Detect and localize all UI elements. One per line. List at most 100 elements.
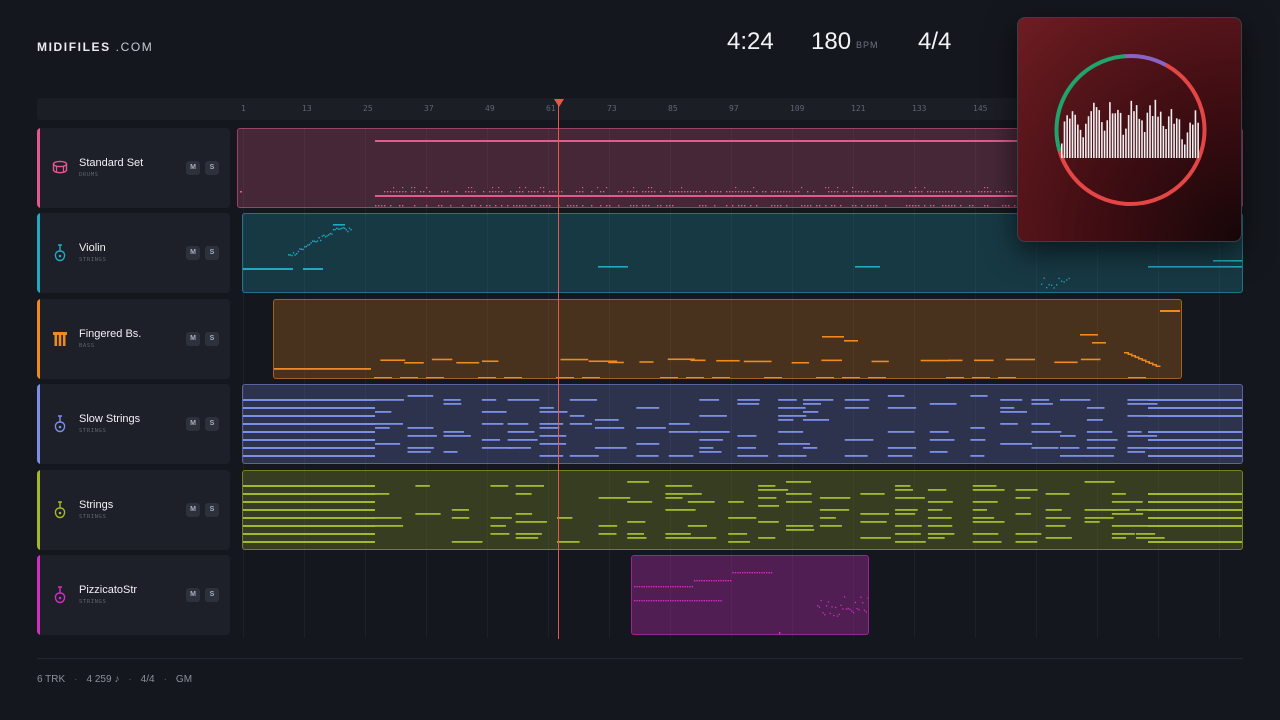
bar-gridline: [731, 128, 732, 638]
brand-logo: MIDIFILES .COM: [37, 40, 153, 54]
track-name: Violin: [79, 242, 106, 255]
bar-gridline: [243, 128, 244, 638]
duration-display: 4:24: [727, 28, 774, 55]
track-name: Slow Strings: [79, 413, 141, 426]
solo-button[interactable]: S: [205, 502, 219, 517]
ruler-tick: 1: [241, 104, 246, 113]
bar-ruler[interactable]: 1132537496173859710912113314515716918119…: [37, 98, 1243, 120]
bar-gridline: [670, 128, 671, 638]
bar-gridline: [609, 128, 610, 638]
bar-gridline: [365, 128, 366, 638]
audio-spectrum-ring: [1054, 54, 1207, 206]
track-category: BASS: [79, 342, 95, 349]
midi-clip[interactable]: [242, 384, 1243, 465]
violin-icon: [52, 244, 68, 262]
track-color-stripe: [37, 384, 40, 465]
playhead-handle[interactable]: [554, 99, 564, 107]
bar-gridline: [1036, 128, 1037, 638]
violin-icon: [52, 415, 68, 433]
bar-gridline: [304, 128, 305, 638]
footer-summary: 6 TRK · 4 259 ♪ · 4/4 · GM: [37, 674, 193, 685]
tempo-unit: BPM: [856, 40, 879, 50]
track-header[interactable]: Strings STRINGS M S: [37, 469, 230, 550]
bar-gridline: [853, 128, 854, 638]
midi-clip[interactable]: [273, 298, 1182, 379]
footer-note-count: 4 259 ♪: [86, 674, 120, 685]
ruler-tick: 109: [790, 104, 805, 113]
solo-button[interactable]: S: [205, 161, 219, 175]
tempo-display: 180 BPM: [811, 28, 879, 56]
time-signature-display: 4/4: [918, 28, 952, 55]
song-stats: 4:24 180 BPM 4/4: [0, 28, 1280, 62]
track-header[interactable]: Violin STRINGS M S: [37, 213, 230, 294]
drum-icon: [52, 159, 68, 177]
midi-clip[interactable]: [242, 469, 1243, 550]
track-header[interactable]: Fingered Bs. BASS M S: [37, 298, 230, 379]
ruler-tick: 25: [363, 104, 373, 113]
track-color-stripe: [37, 555, 40, 635]
bar-gridline: [975, 128, 976, 638]
track-color-stripe: [37, 213, 40, 294]
ruler-tick: 97: [729, 104, 739, 113]
brand-name: MIDIFILES: [37, 40, 111, 54]
clip-notes: [243, 224, 1242, 289]
track-category: STRINGS: [79, 513, 107, 520]
track-color-stripe: [37, 469, 40, 550]
ruler-tick: 121: [851, 104, 866, 113]
clip-notes: [634, 572, 868, 634]
tempo-value: 180: [811, 28, 852, 55]
album-art-visualizer: [1017, 17, 1242, 242]
bar-gridline: [548, 128, 549, 638]
bar-gridline: [914, 128, 915, 638]
track-header[interactable]: Standard Set DRUMS M S: [37, 128, 230, 208]
track-color-stripe: [37, 298, 40, 379]
footer-divider: [37, 658, 1243, 659]
mute-button[interactable]: M: [186, 161, 200, 175]
track-color-stripe: [37, 128, 40, 208]
ruler-tick: 61: [546, 104, 556, 113]
bass-icon: [52, 330, 68, 348]
clip-notes: [243, 395, 1242, 458]
footer-midi-standard: GM: [175, 674, 193, 685]
track-category: STRINGS: [79, 599, 107, 605]
arrangement-timeline[interactable]: [237, 128, 1243, 638]
clip-notes: [274, 309, 1180, 378]
solo-button[interactable]: S: [205, 246, 219, 261]
mute-button[interactable]: M: [186, 502, 200, 517]
track-category: DRUMS: [79, 172, 99, 178]
bar-gridline: [792, 128, 793, 638]
bar-gridline: [1219, 128, 1220, 638]
bar-gridline: [1158, 128, 1159, 638]
ruler-tick: 133: [912, 104, 927, 113]
bar-gridline: [1097, 128, 1098, 638]
solo-button[interactable]: S: [205, 417, 219, 432]
track-name: Standard Set: [79, 157, 144, 169]
playhead[interactable]: [558, 104, 559, 639]
bar-gridline: [426, 128, 427, 638]
midi-clip[interactable]: [631, 555, 869, 635]
track-name: PizzicatoStr: [79, 584, 138, 596]
track-header[interactable]: PizzicatoStr STRINGS M S: [37, 555, 230, 635]
mute-button[interactable]: M: [186, 246, 200, 261]
track-category: STRINGS: [79, 428, 107, 435]
brand-domain: .COM: [115, 40, 154, 54]
track-category: STRINGS: [79, 257, 107, 264]
footer-time-signature: 4/4: [140, 674, 155, 685]
solo-button[interactable]: S: [205, 588, 219, 602]
mute-button[interactable]: M: [186, 417, 200, 432]
track-name: Fingered Bs.: [79, 327, 142, 340]
footer-track-count: 6 TRK: [37, 674, 66, 685]
bar-gridline: [487, 128, 488, 638]
track-header[interactable]: Slow Strings STRINGS M S: [37, 384, 230, 465]
track-name: Strings: [79, 498, 114, 511]
mute-button[interactable]: M: [186, 331, 200, 346]
violin-icon: [52, 500, 68, 519]
clip-notes: [243, 480, 1242, 543]
ruler-tick: 145: [973, 104, 988, 113]
ruler-tick: 49: [485, 104, 495, 113]
ruler-tick: 73: [607, 104, 617, 113]
solo-button[interactable]: S: [205, 331, 219, 346]
mute-button[interactable]: M: [186, 588, 200, 602]
violin-icon: [52, 586, 68, 604]
ruler-tick: 13: [302, 104, 312, 113]
